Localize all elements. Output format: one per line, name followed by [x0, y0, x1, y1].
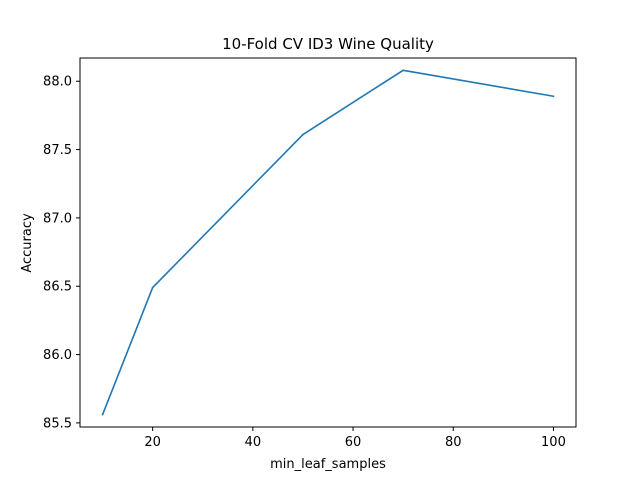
y-axis-ticks: 85.5 86.0 86.5 87.0 87.5 88.0: [43, 75, 80, 431]
y-tick-label: 87.5: [43, 143, 72, 158]
plot-area: [80, 58, 576, 427]
y-tick-label: 86.0: [43, 348, 72, 363]
data-point: [151, 286, 154, 289]
plot-frame: [79, 57, 577, 428]
x-axis-title: min_leaf_samples: [270, 457, 386, 472]
chart-title: 10-Fold CV ID3 Wine Quality: [222, 35, 434, 53]
data-point: [101, 413, 104, 416]
x-tick-label: 40: [245, 435, 262, 450]
data-point: [302, 133, 304, 136]
x-tick-label: 20: [144, 435, 161, 450]
x-tick-label: 100: [541, 435, 566, 450]
y-tick-label: 88.0: [43, 75, 72, 90]
x-tick-label: 80: [445, 435, 462, 450]
y-tick-label: 85.5: [43, 416, 72, 431]
y-tick-label: 86.5: [43, 280, 72, 295]
y-axis-title: Accuracy: [20, 213, 35, 273]
series-points: [101, 69, 555, 416]
y-tick-label: 87.0: [43, 211, 72, 226]
data-point: [552, 95, 555, 98]
x-axis-ticks: 20 40 60 80 100: [144, 427, 566, 450]
x-tick-label: 60: [345, 435, 362, 450]
data-point: [402, 69, 404, 72]
